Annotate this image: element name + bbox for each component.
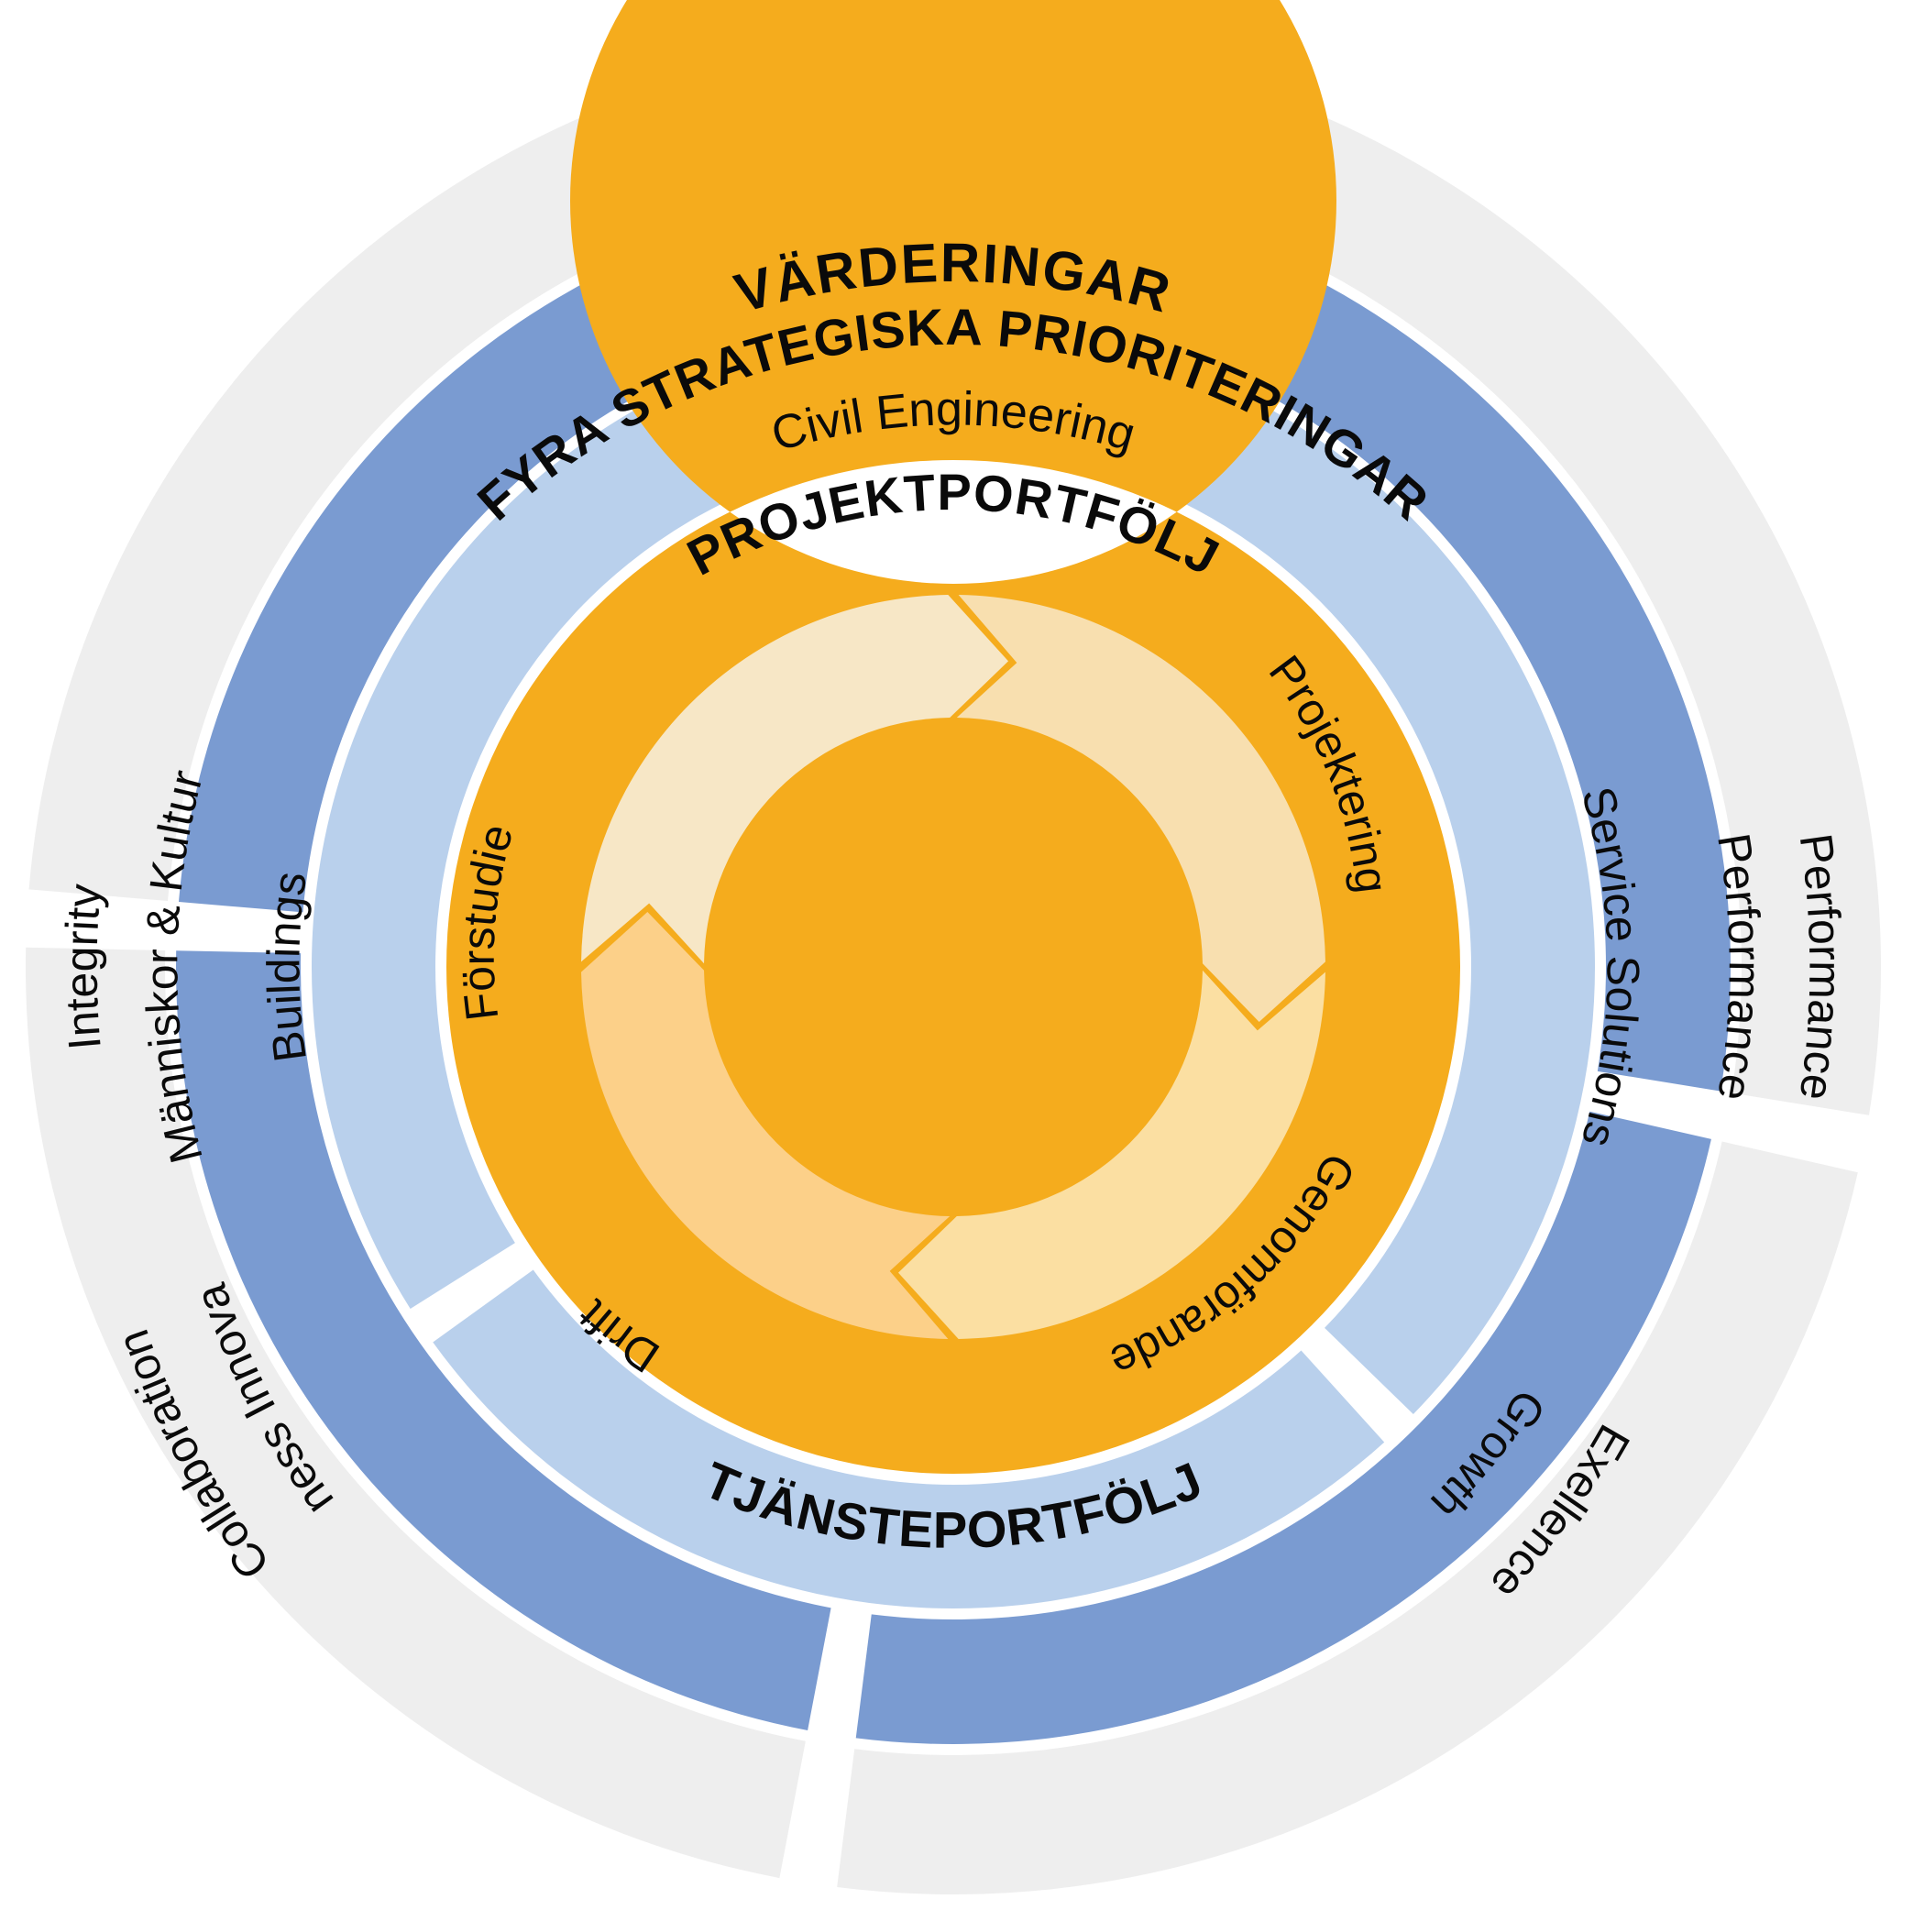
label-buildings: Buildings [258, 869, 316, 1065]
process-segment-forstudie[interactable] [581, 595, 1009, 964]
priorities-segment-manniskor-kultur[interactable] [178, 203, 831, 913]
values-segment-integrity[interactable] [28, 66, 765, 902]
process-segment-projektering[interactable] [956, 595, 1325, 1023]
portfolio-segment-tjansteportfolj[interactable] [433, 1269, 1385, 1609]
process-segment-drift[interactable] [581, 911, 951, 1339]
values-segment-performance[interactable] [757, 38, 1881, 1115]
values-segment-collaboration[interactable] [25, 947, 806, 1879]
label-performance-outer: Performance [1790, 830, 1852, 1103]
priorities-segment-business-innovation[interactable] [175, 950, 831, 1730]
portfolio-segment-civil-engineering[interactable] [311, 325, 1078, 1310]
ring-sectors [25, 0, 1881, 1894]
values-segment-exellence[interactable] [837, 1141, 1858, 1894]
portfolio-segment-service-solutions[interactable] [1068, 341, 1595, 1415]
label-integrity: Integrity [56, 882, 111, 1051]
priorities-segment-growth[interactable] [855, 1111, 1711, 1744]
process-segment-genomforande[interactable] [897, 970, 1325, 1339]
